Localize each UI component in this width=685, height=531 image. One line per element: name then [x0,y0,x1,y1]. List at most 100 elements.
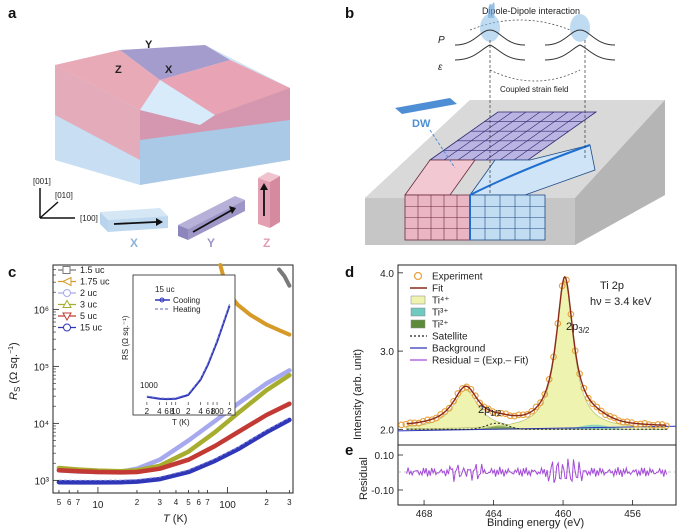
experiment-point [454,390,462,397]
block-z-label: Z [263,236,270,250]
x-tick-label: 2 [264,498,269,507]
block-x-arrow [113,221,157,225]
axis-100-label: [100] [80,214,98,223]
panel-label-a: a [8,5,17,22]
grid-line [499,111,569,161]
legend-marker [61,276,72,287]
legend-label: 3 uc [80,300,98,310]
experiment-point [450,397,457,405]
block-y-arrow [192,209,233,233]
x-tick-label: 6 [197,498,202,507]
experiment-point [606,413,614,420]
legend-marker [63,323,71,332]
e-xlabel: Binding energy (eV) [487,517,584,529]
inset-xlabel: T (K) [172,418,190,427]
panel-label-e: e [345,442,353,459]
background-line [397,425,677,432]
legend-label: Ti⁴⁺ [432,296,450,307]
e-y-tick-label: -0.10 [371,486,394,497]
experiment-point [471,392,479,400]
series-15-uc [56,417,292,485]
experiment-point [589,400,596,408]
inset-cooling: Cooling [173,296,200,305]
axis-010-arrow [39,201,59,219]
grid-line [513,111,583,161]
inset-ylabel: RS (Ω sq.⁻¹) [121,315,130,360]
inset-x-tick-label: 8 [211,407,216,416]
d-y-tick-label: 4.0 [380,269,394,280]
domain-z-top [55,50,160,110]
inset-ytick-1000: 1000 [140,381,158,390]
experiment-point [445,404,453,412]
label-x: X [165,64,173,76]
x-tick-label: 100 [219,500,236,511]
panel-label-c: c [8,264,16,281]
inset-x-tick-label: 100 [210,407,224,416]
legend-label: Satellite [432,332,468,343]
axis-001-label: [001] [33,177,51,186]
legend-label: Background [432,344,485,355]
plot-e-frame [397,444,677,506]
e-x-tick-label: 456 [624,509,641,520]
block-x-front [108,216,168,232]
y-tick-label: 10⁵ [34,362,49,373]
d-peak-1-2: 2p1/2 [478,404,502,418]
legend-label: 1.5 uc [80,265,105,275]
label-y: Y [145,39,153,51]
dipole-left [480,14,500,42]
d-title: Ti 2p [600,280,624,292]
e-x-tick-label: 460 [555,509,572,520]
grid-line [457,111,527,161]
panel-e: e 0.10 -0.10 468 464 460 456 Residual Bindin… [345,442,677,529]
legend-label: 15 uc [80,323,103,333]
x-tick-label: 7 [205,498,210,507]
e-y-tick-label: 0.10 [375,451,395,462]
inset-series-cooling [146,305,231,401]
inset-x-tick-label: 2 [186,407,191,416]
panel-a: a Y Z X [001] [010] [100] X Y [8,5,290,250]
panel-label-b: b [345,5,354,22]
x-tick-label: 3 [158,498,163,507]
c-ylabel: RS (Ω sq.−1) [8,342,22,400]
experiment-point [602,411,609,419]
block-x-top [100,208,168,220]
inset-x-tick-label: 6 [164,407,169,416]
experiment-point [458,385,466,392]
legend-marker [62,299,72,308]
experiment-point [532,403,540,411]
legend-label: Residual = (Exp.– Fit) [432,356,528,367]
legend-marker [413,271,423,281]
inset-x-tick-label: 2 [227,407,232,416]
e-x-tick-label: 464 [485,509,502,520]
legend-label: 1.75 uc [80,277,110,287]
experiment-point [593,403,601,411]
experiment-point [441,408,449,415]
inset-title: 15 uc [155,285,175,294]
d-ylabel: Intensity (arb. unit) [352,349,364,440]
legend-marker [62,312,72,322]
fit-line [406,275,667,426]
block-x-label: X [130,236,138,250]
y-tick-label: 10⁴ [34,419,49,430]
strain-label: Coupled strain field [500,85,568,94]
domain-z-right [160,60,290,115]
label-z: Z [115,64,122,76]
x-tick-label: 5 [57,498,62,507]
domain-x-top [140,80,215,125]
dipole-label: Dipole-Dipole interaction [482,6,580,16]
legend-label: Ti²⁺ [432,320,449,331]
legend-label: Experiment [432,272,483,283]
residual-line [406,458,668,483]
dw-label: DW [412,118,431,130]
inset-x-tick-label: 2 [145,407,150,416]
d-y-tick-label: 2.0 [380,425,394,436]
experiment-point [597,407,605,415]
legend-label: 2 uc [80,288,98,298]
d-legend: ExperimentFitTi⁴⁺Ti³⁺Ti²⁺SatelliteBackgr… [410,272,528,367]
experiment-point [584,394,592,402]
experiment-point [528,407,536,415]
grid-line [485,111,555,161]
dipole-right [570,14,590,42]
